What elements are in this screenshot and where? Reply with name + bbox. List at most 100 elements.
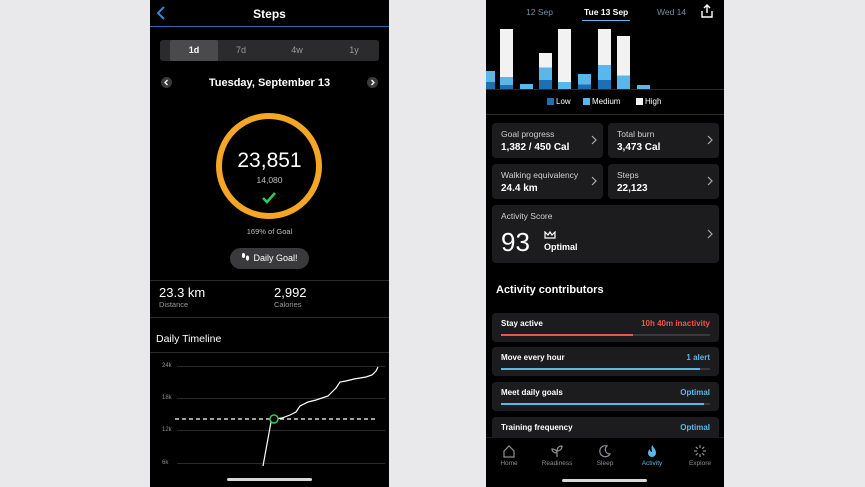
contributor-stay-active[interactable]: Stay active 10h 40m inactivity xyxy=(492,313,719,342)
chart-bar xyxy=(637,85,650,89)
home-indicator xyxy=(562,479,647,482)
range-tab-1y[interactable]: 1y xyxy=(349,45,359,55)
timeline-chart xyxy=(175,366,379,467)
chart-bar xyxy=(617,36,630,89)
steps-progress-ring xyxy=(216,113,322,219)
steps-goal: 14,080 xyxy=(256,175,283,185)
date-tab-13-sep[interactable]: Tue 13 Sep xyxy=(584,7,629,17)
contributor-label: Stay active xyxy=(501,319,543,328)
back-arrow-icon[interactable] xyxy=(154,4,170,22)
chevron-left-icon xyxy=(164,79,168,86)
contributor-track xyxy=(501,403,710,405)
legend-swatch-medium xyxy=(583,98,590,105)
goal-progress-label: Goal progress xyxy=(501,129,555,139)
legend-swatch-low xyxy=(547,98,554,105)
moon-icon xyxy=(599,445,612,458)
gridline xyxy=(177,398,385,399)
goal-progress-card[interactable]: Goal progress 1,382 / 450 Cal xyxy=(492,123,603,158)
y-tick-6k: 6k xyxy=(162,460,169,466)
tab-readiness[interactable]: Readiness xyxy=(534,444,580,467)
tab-explore[interactable]: Explore xyxy=(677,444,723,467)
chevron-right-icon xyxy=(707,229,713,239)
next-day-button[interactable] xyxy=(367,77,378,88)
chart-baseline xyxy=(486,89,724,90)
steps-screen: Steps 1d 7d 4w 1y Tuesday, September 13 … xyxy=(150,0,389,487)
header-divider xyxy=(150,26,389,27)
chart-bar xyxy=(539,53,552,89)
contributor-value: Optimal xyxy=(680,423,710,432)
contributor-meet-daily-goals[interactable]: Meet daily goals Optimal xyxy=(492,382,719,411)
chevron-right-icon xyxy=(591,135,597,145)
range-selector: 1d 7d 4w 1y xyxy=(160,40,379,61)
tab-bar: Home Readiness Sleep Activity Explore xyxy=(486,437,724,487)
activity-score-label: Activity Score xyxy=(501,211,553,221)
divider xyxy=(150,352,389,353)
chart-bar xyxy=(598,29,611,89)
chart-bar xyxy=(486,71,495,89)
activity-score-value: 93 xyxy=(501,227,530,257)
divider xyxy=(150,317,389,318)
steps-card[interactable]: Steps 22,123 xyxy=(608,164,719,199)
walking-equivalency-value: 24.4 km xyxy=(501,183,538,194)
contributor-fill xyxy=(501,334,633,336)
tab-home[interactable]: Home xyxy=(486,444,532,467)
legend-medium: Medium xyxy=(583,97,620,106)
contributor-track xyxy=(501,334,710,336)
contributor-move-every-hour[interactable]: Move every hour 1 alert xyxy=(492,347,719,376)
home-icon xyxy=(503,445,515,458)
date-tab-14-sep[interactable]: Wed 14 xyxy=(657,7,687,17)
chart-bar xyxy=(500,29,513,89)
date-label: Tuesday, September 13 xyxy=(208,77,331,89)
range-tab-4w[interactable]: 4w xyxy=(291,45,303,55)
share-icon[interactable] xyxy=(699,3,715,19)
activity-bar-chart xyxy=(486,25,724,89)
contributor-value: 1 alert xyxy=(686,353,710,362)
contributor-label: Training frequency xyxy=(501,423,573,432)
tab-sleep[interactable]: Sleep xyxy=(582,444,628,467)
contributor-value: 10h 40m inactivity xyxy=(641,319,710,328)
walking-equivalency-card[interactable]: Walking equivalency 24.4 km xyxy=(492,164,603,199)
daily-goal-label: Daily Goal! xyxy=(253,253,298,263)
range-tab-1d[interactable]: 1d xyxy=(170,40,218,61)
goal-reached-marker xyxy=(269,414,279,424)
activity-screen: 12 Sep Tue 13 Sep Wed 14 Low Medium High… xyxy=(486,0,724,487)
contributors-title: Activity contributors xyxy=(496,284,604,296)
daily-goal-button[interactable]: Daily Goal! xyxy=(230,248,309,269)
gridline xyxy=(177,366,385,367)
flame-icon xyxy=(648,445,656,457)
page-title: Steps xyxy=(253,7,286,21)
steps-line xyxy=(262,366,379,467)
crown-icon xyxy=(544,231,556,239)
timeline-title: Daily Timeline xyxy=(156,333,222,345)
tab-activity[interactable]: Activity xyxy=(629,444,675,467)
date-tab-12-sep[interactable]: 12 Sep xyxy=(526,7,553,17)
activity-score-status: Optimal xyxy=(544,242,578,252)
range-tab-7d[interactable]: 7d xyxy=(235,45,246,55)
total-burn-label: Total burn xyxy=(617,129,655,139)
activity-score-card[interactable]: Activity Score 93 Optimal xyxy=(492,205,719,263)
home-indicator xyxy=(227,478,312,481)
y-tick-18k: 18k xyxy=(162,395,172,401)
contributor-value: Optimal xyxy=(680,388,710,397)
calories-value: 2,992 xyxy=(274,285,307,300)
contributor-label: Meet daily goals xyxy=(501,388,563,397)
steps-label: Steps xyxy=(617,170,639,180)
walking-equivalency-label: Walking equivalency xyxy=(501,170,579,180)
sparkle-icon xyxy=(694,445,706,457)
total-burn-card[interactable]: Total burn 3,473 Cal xyxy=(608,123,719,158)
divider xyxy=(150,280,389,281)
contributor-fill xyxy=(501,368,700,370)
y-tick-24k: 24k xyxy=(162,363,172,369)
steps-count: 23,851 xyxy=(237,149,302,172)
legend-low: Low xyxy=(547,97,571,106)
distance-label: Distance xyxy=(159,300,189,309)
checkmark-icon xyxy=(262,192,276,204)
previous-day-button[interactable] xyxy=(161,77,172,88)
contributor-track xyxy=(501,368,710,370)
footprints-icon xyxy=(242,252,250,261)
chart-bar xyxy=(578,74,591,89)
steps-value: 22,123 xyxy=(617,183,648,194)
chart-bar xyxy=(558,29,571,89)
goal-progress-value: 1,382 / 450 Cal xyxy=(501,142,570,153)
legend-high: High xyxy=(636,97,661,106)
